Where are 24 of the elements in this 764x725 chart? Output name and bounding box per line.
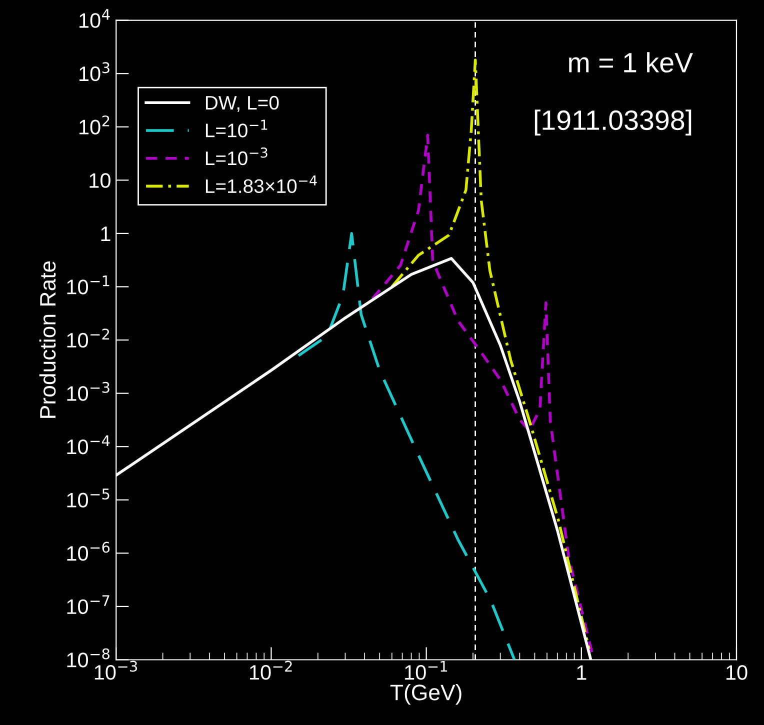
x-tick-label: 10$^{−1}$: [405, 660, 448, 680]
legend-label: DW, L=0: [206, 96, 279, 112]
x-axis-title: T(GeV): [390, 684, 462, 705]
y-tick-label: 10$^{3}$: [80, 62, 110, 82]
y-tick-label: 10$^{−4}$: [67, 435, 110, 454]
y-tick-label: 10$^{2}$: [80, 115, 110, 134]
x-tick-label: 1: [577, 665, 586, 680]
y-tick-label: 10$^{−7}$: [67, 595, 110, 614]
y-tick-label: 10$^{−2}$: [67, 328, 110, 348]
y-tick-label: 10$^{−5}$: [67, 488, 110, 508]
y-tick-label: 10$^{−6}$: [67, 542, 110, 561]
y-axis-title: Production Rate: [39, 261, 56, 418]
legend-label: L=10$^{−3}$: [206, 147, 268, 166]
y-tick-label: 1: [101, 226, 110, 241]
y-tick-label: 10$^{−3}$: [67, 382, 110, 401]
legend-label: L=10$^{−1}$: [206, 120, 268, 138]
y-tick-label: 10$^{4}$: [80, 9, 110, 28]
legend-label: L=1.83×10$^{−4}$: [206, 175, 317, 194]
x-tick-label: 10: [726, 665, 748, 680]
annotation: m = 1 keV: [569, 52, 693, 73]
y-tick-label: 10$^{−1}$: [67, 276, 110, 294]
x-tick-label: 10$^{−2}$: [250, 660, 292, 680]
y-tick-label: 10: [90, 173, 110, 188]
annotation: [1911.03398]: [534, 110, 692, 136]
